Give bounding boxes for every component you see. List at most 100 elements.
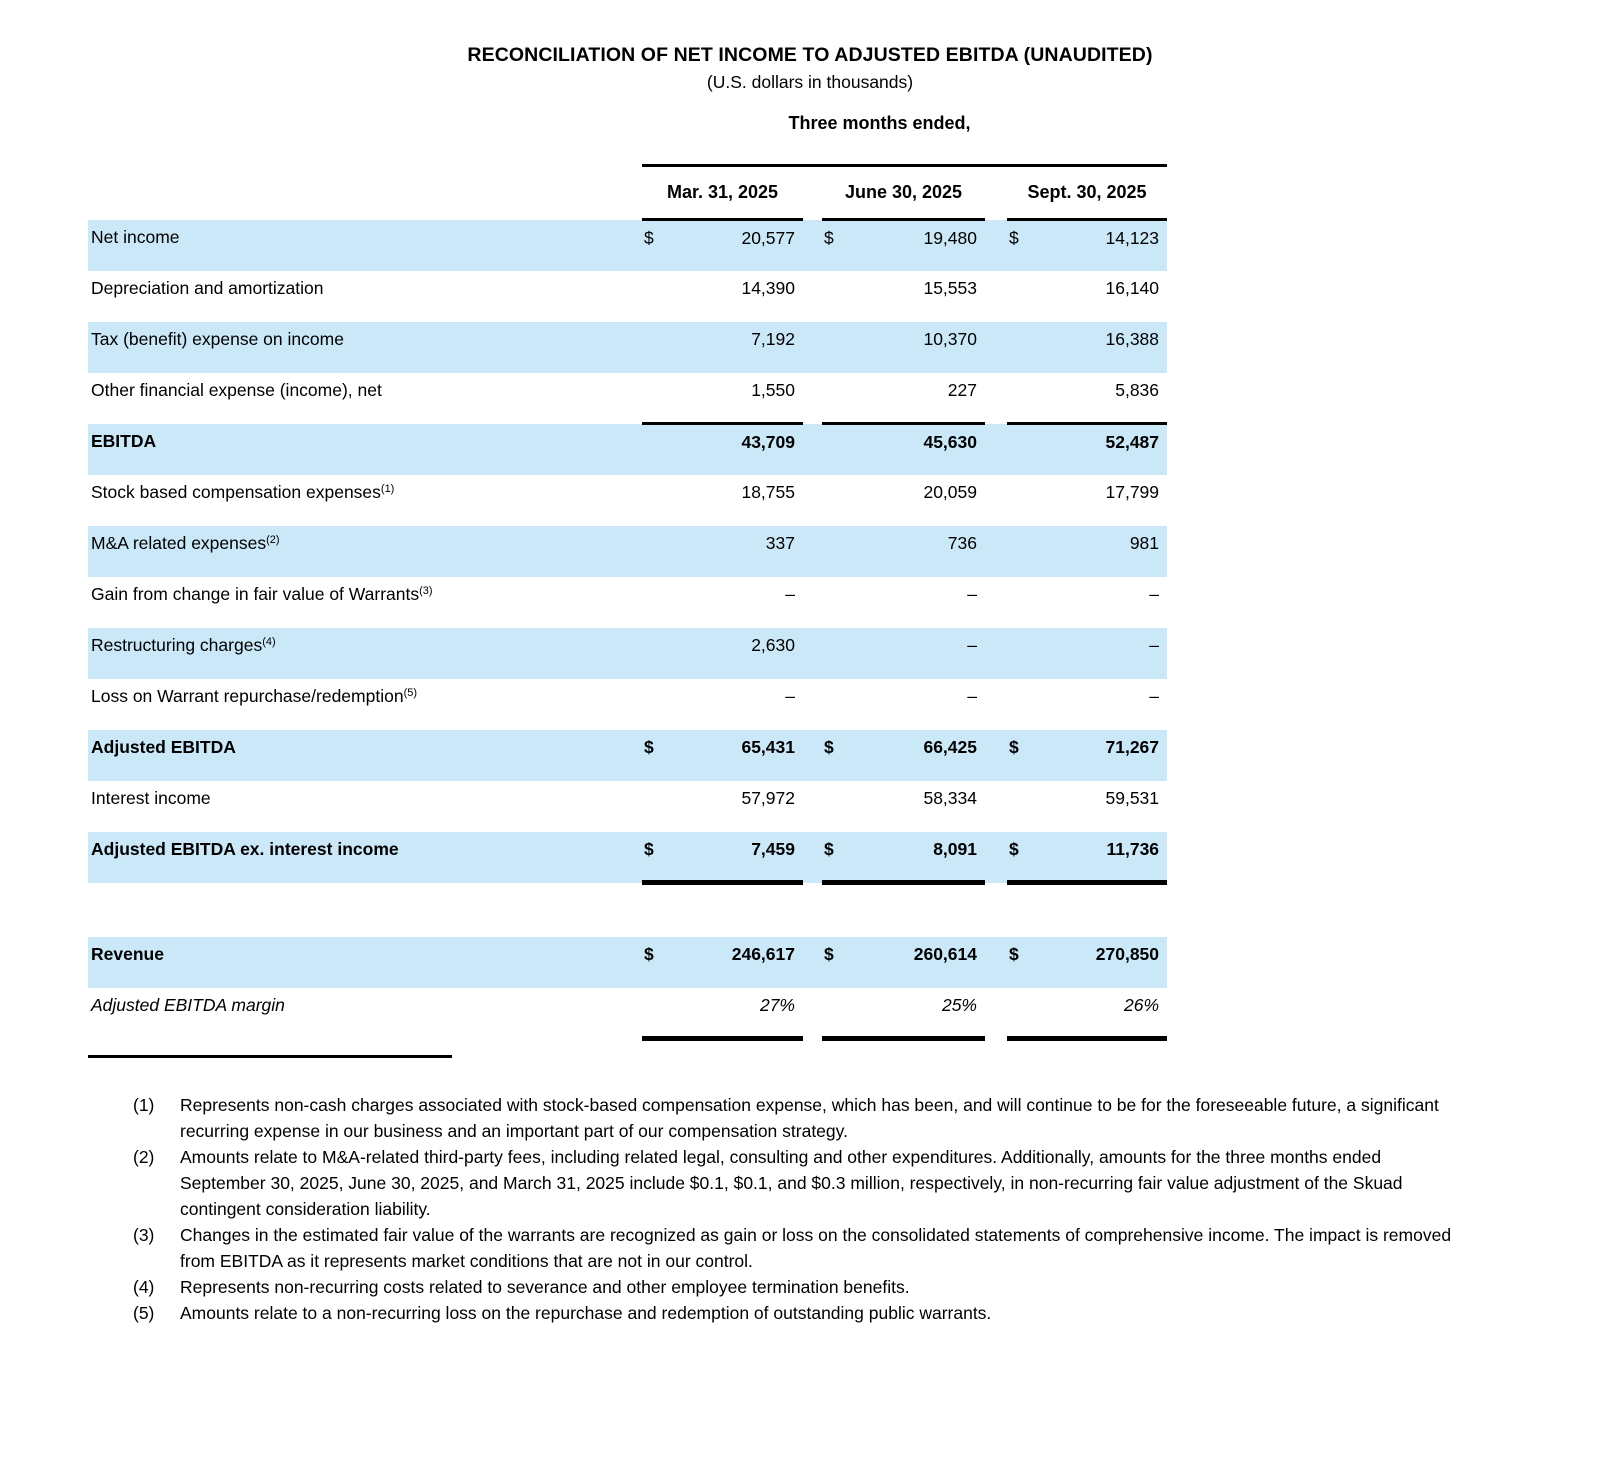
value-cell: 7,192 xyxy=(676,321,803,373)
footnote-marker: (3) xyxy=(419,584,433,597)
table-row: Adjusted EBITDA $65,431 $66,425 $71,267 xyxy=(88,729,1168,781)
footnote-item: (3) Changes in the estimated fair value o… xyxy=(133,1222,1463,1274)
gutter-cell xyxy=(803,423,822,475)
dollar-sign xyxy=(642,627,676,679)
table-row: M&A related expenses(2) 337 736 981 xyxy=(88,525,1168,577)
gutter-cell xyxy=(985,781,1007,832)
gutter-cell xyxy=(985,679,1007,730)
row-label: Gain from change in fair value of Warran… xyxy=(91,583,433,604)
row-label: Restructuring charges(4) xyxy=(88,627,642,679)
gutter-cell xyxy=(803,988,822,1039)
column-header-q3: Sept. 30, 2025 xyxy=(1007,165,1168,221)
footnote-text: Amounts relate to M&A-related third-part… xyxy=(180,1147,1403,1219)
dollar-sign: $ xyxy=(822,729,856,781)
table-row: Gain from change in fair value of Warran… xyxy=(88,577,1167,628)
gutter-cell xyxy=(803,219,822,271)
footnote-marker: (2) xyxy=(266,533,280,546)
gutter-cell xyxy=(803,729,822,781)
gutter-cell xyxy=(985,271,1007,322)
dollar-sign xyxy=(1007,627,1041,679)
gutter-cell xyxy=(985,988,1007,1039)
column-header-q1: Mar. 31, 2025 xyxy=(642,165,803,221)
gutter-cell xyxy=(985,577,1007,628)
row-label: Depreciation and amortization xyxy=(91,277,324,298)
period-header-row: Three months ended, xyxy=(88,99,1168,167)
value-cell: 14,390 xyxy=(741,277,795,298)
dollar-sign xyxy=(1007,475,1041,526)
column-header-q2: June 30, 2025 xyxy=(822,165,985,221)
value-cell: 14,123 xyxy=(1041,219,1168,271)
value-cell: 27% xyxy=(676,987,803,1041)
dollar-sign xyxy=(642,422,676,475)
dollar-sign: $ xyxy=(642,936,676,988)
value-cell: 58,334 xyxy=(923,787,977,808)
table-row: Net income $20,577 $19,480 $14,123 xyxy=(88,219,1168,271)
dollar-sign xyxy=(642,475,676,526)
dollar-sign xyxy=(642,271,676,322)
value-cell: – xyxy=(1149,583,1160,604)
footnote-number: (2) xyxy=(133,1147,155,1167)
document-title: RECONCILIATION OF NET INCOME TO ADJUSTED… xyxy=(467,44,1153,66)
value-cell: 227 xyxy=(947,379,977,400)
dollar-sign xyxy=(1007,525,1041,577)
dollar-sign: $ xyxy=(1007,729,1041,781)
dollar-sign xyxy=(822,475,856,526)
gutter-cell xyxy=(803,166,822,220)
value-cell: 65,431 xyxy=(676,729,803,781)
dollar-sign xyxy=(1007,987,1041,1041)
gutter-cell xyxy=(985,321,1007,373)
value-cell: 18,755 xyxy=(741,481,795,502)
footnote-marker: (1) xyxy=(380,482,395,495)
empty-cell xyxy=(88,99,642,166)
gutter-cell xyxy=(803,525,822,577)
dollar-sign xyxy=(822,321,856,373)
gutter-cell xyxy=(985,831,1007,883)
gutter-cell xyxy=(803,321,822,373)
gutter-cell xyxy=(803,781,822,832)
dollar-sign xyxy=(642,373,676,424)
footnote-text: Amounts relate to a non-recurring loss o… xyxy=(180,1303,992,1323)
gutter-cell xyxy=(803,577,822,628)
row-label: Interest income xyxy=(91,787,211,808)
footnote-item: (4) Represents non-recurring costs relate… xyxy=(133,1274,1463,1300)
row-label: Net income xyxy=(88,219,642,271)
gutter-cell xyxy=(985,475,1007,526)
table-row: Restructuring charges(4) 2,630 – – xyxy=(88,627,1168,679)
row-label: Loss on Warrant repurchase/redemption(5) xyxy=(91,685,418,706)
footnote-number: (3) xyxy=(133,1225,155,1245)
gutter-cell xyxy=(803,936,822,988)
dollar-sign xyxy=(1007,373,1041,424)
value-cell: 19,480 xyxy=(856,219,985,271)
dollar-sign xyxy=(642,781,676,832)
value-cell: 20,059 xyxy=(923,481,977,502)
value-cell: 26% xyxy=(1041,987,1168,1041)
dollar-sign xyxy=(642,525,676,577)
dollar-sign xyxy=(822,577,856,628)
footnote-text: Represents non-recurring costs related t… xyxy=(180,1277,910,1297)
dollar-sign xyxy=(822,422,856,475)
gutter-cell xyxy=(985,936,1007,988)
value-cell: 246,617 xyxy=(676,936,803,988)
footnote-separator-rule xyxy=(88,1055,452,1058)
value-cell: 11,736 xyxy=(1041,831,1168,885)
footnote-item: (5) Amounts relate to a non-recurring los… xyxy=(133,1300,1463,1326)
value-cell: 1,550 xyxy=(751,379,795,400)
dollar-sign xyxy=(822,627,856,679)
footnotes-section: (1) Represents non-cash charges associate… xyxy=(133,1092,1463,1326)
dollar-sign xyxy=(822,781,856,832)
dollar-sign xyxy=(822,987,856,1041)
value-cell: 15,553 xyxy=(923,277,977,298)
table-row: Other financial expense (income), net 1,5… xyxy=(88,373,1167,424)
dollar-sign xyxy=(822,679,856,730)
period-header: Three months ended, xyxy=(642,99,1168,167)
value-cell: 7,459 xyxy=(676,831,803,885)
table-row: Loss on Warrant repurchase/redemption(5)… xyxy=(88,679,1167,730)
gutter-cell xyxy=(985,423,1007,475)
value-cell: 337 xyxy=(676,525,803,577)
gutter-cell xyxy=(803,271,822,322)
value-cell: 270,850 xyxy=(1041,936,1168,988)
value-cell: 16,140 xyxy=(1105,277,1160,298)
value-cell: 52,487 xyxy=(1041,422,1168,475)
reconciliation-table: Three months ended, Mar. 31, 2025 June 3… xyxy=(88,99,1168,1041)
value-cell: – xyxy=(1041,627,1168,679)
